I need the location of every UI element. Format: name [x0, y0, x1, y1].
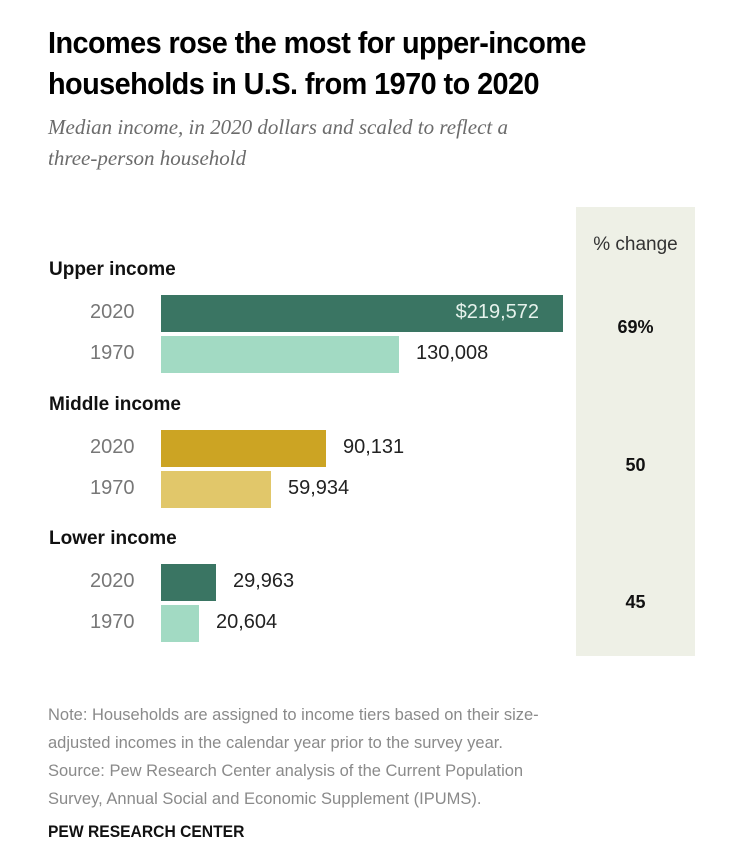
group-label-lower-income: Lower income — [49, 528, 177, 549]
chart-subtitle-line-1: Median income, in 2020 dollars and scale… — [48, 115, 508, 139]
bar-middle-income-1970 — [161, 471, 271, 508]
value-label-middle-income-2020: 90,131 — [343, 436, 405, 458]
year-label-lower-income-1970: 1970 — [90, 611, 135, 633]
pct-change-lower-income: 45 — [625, 592, 646, 612]
value-label-upper-income-1970: 130,008 — [416, 342, 489, 364]
bar-middle-income-2020 — [161, 430, 326, 467]
chart-subtitle-line-2: three-person household — [48, 146, 247, 170]
bar-lower-income-2020 — [161, 564, 216, 601]
bar-lower-income-1970 — [161, 605, 199, 642]
chart-subtitle: Median income, in 2020 dollars and scale… — [48, 112, 708, 174]
pct-change-panel — [576, 207, 695, 656]
note-line-2: adjusted incomes in the calendar year pr… — [48, 734, 503, 752]
source-line-1: Source: Pew Research Center analysis of … — [48, 762, 524, 780]
chart-title-line-2: households in U.S. from 1970 to 2020 — [48, 66, 540, 101]
chart-title: Incomes rose the most for upper-income h… — [48, 22, 680, 104]
value-label-lower-income-2020: 29,963 — [233, 570, 295, 592]
year-label-middle-income-1970: 1970 — [90, 477, 135, 499]
value-label-lower-income-1970: 20,604 — [216, 611, 278, 633]
bar-upper-income-2020 — [161, 295, 563, 332]
pct-change-upper-income: 69% — [617, 317, 654, 337]
brand-logo: PEW RESEARCH CENTER — [48, 822, 245, 841]
pct-change-header: % change — [593, 234, 678, 255]
note-line-1: Note: Households are assigned to income … — [48, 706, 539, 724]
source-line-2: Survey, Annual Social and Economic Suppl… — [48, 790, 482, 808]
group-label-middle-income: Middle income — [49, 394, 181, 415]
year-label-upper-income-1970: 1970 — [90, 342, 135, 364]
value-label-upper-income-2020: $219,572 — [455, 301, 539, 323]
year-label-upper-income-2020: 2020 — [90, 301, 135, 323]
chart-title-line-1: Incomes rose the most for upper-income — [48, 25, 586, 60]
year-label-middle-income-2020: 2020 — [90, 436, 135, 458]
year-label-lower-income-2020: 2020 — [90, 570, 135, 592]
chart-note: Note: Households are assigned to income … — [48, 701, 708, 813]
bar-upper-income-1970 — [161, 336, 399, 373]
group-label-upper-income: Upper income — [49, 259, 176, 280]
value-label-middle-income-1970: 59,934 — [288, 477, 350, 499]
pct-change-middle-income: 50 — [625, 455, 646, 475]
